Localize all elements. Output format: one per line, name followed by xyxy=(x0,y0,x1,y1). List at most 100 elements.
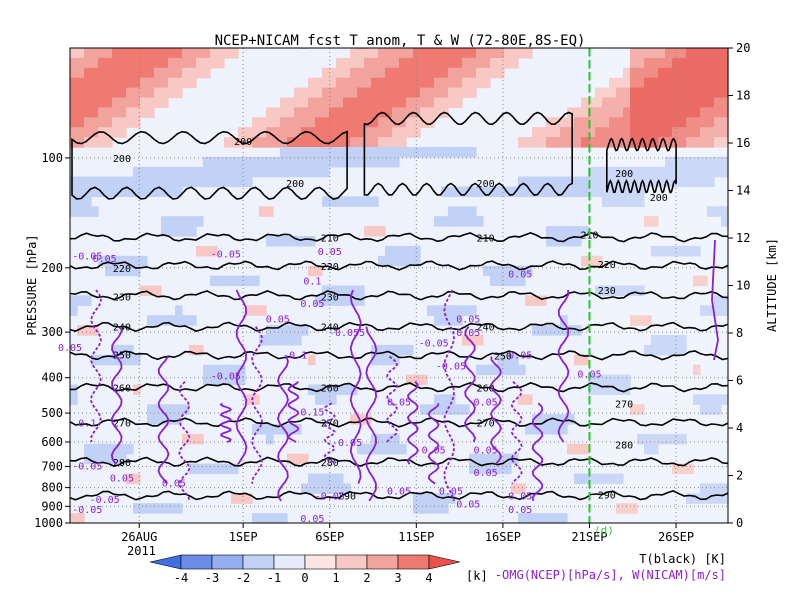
shading-cell xyxy=(672,245,680,257)
shading-cell xyxy=(350,87,358,99)
y2-tick-label: 18 xyxy=(736,89,750,103)
shading-cell xyxy=(455,315,463,326)
shading-cell xyxy=(700,394,708,405)
shading-cell xyxy=(623,196,631,207)
shading-cell xyxy=(609,166,617,178)
shading-cell xyxy=(77,107,85,118)
shading-cell xyxy=(147,176,155,188)
omega-contour-line xyxy=(490,356,502,465)
shading-cell xyxy=(448,97,456,108)
shading-cell xyxy=(154,285,162,296)
shading-cell xyxy=(721,305,729,316)
shading-cell xyxy=(469,453,477,465)
shading-cell xyxy=(392,57,400,69)
shading-cell xyxy=(301,325,309,336)
y-tick-label: 500 xyxy=(41,406,63,420)
shading-cell xyxy=(553,424,561,435)
shading-cell xyxy=(637,404,645,415)
shading-cell xyxy=(273,127,281,138)
shading-cell xyxy=(406,117,414,128)
shading-cell xyxy=(595,107,603,118)
shading-cell xyxy=(329,147,337,158)
shading-cell xyxy=(98,117,106,128)
shading-cell xyxy=(399,107,407,118)
shading-cell xyxy=(602,117,610,128)
omega-contour-line xyxy=(235,289,248,465)
y-tick-label: 200 xyxy=(41,261,63,275)
y2-tick-label: 4 xyxy=(736,421,743,435)
shading-cell xyxy=(700,57,708,69)
shading-cell xyxy=(700,48,708,59)
shading-cell xyxy=(441,503,449,514)
shading-cell xyxy=(315,384,323,395)
shading-cell xyxy=(511,483,519,494)
shading-cell xyxy=(511,275,519,287)
shading-cell xyxy=(189,48,197,59)
shading-cell xyxy=(399,57,407,69)
shading-cell xyxy=(560,424,568,435)
shading-cell xyxy=(525,513,533,524)
shading-cell xyxy=(182,226,190,237)
shading-cell xyxy=(602,97,610,108)
shading-cell xyxy=(707,206,715,217)
shading-cell xyxy=(98,107,106,118)
shading-cell xyxy=(686,57,694,69)
shading-cell xyxy=(707,483,715,494)
shading-cell xyxy=(665,344,673,356)
shading-cell xyxy=(238,364,246,376)
colorbar-cell xyxy=(397,554,430,570)
shading-cell xyxy=(231,463,239,475)
shading-cell xyxy=(623,127,631,138)
shading-cell xyxy=(84,107,92,118)
shading-cell xyxy=(658,97,666,108)
shading-cell xyxy=(406,255,414,267)
shading-cell xyxy=(665,127,673,138)
shading-cell xyxy=(679,335,687,346)
shading-cell xyxy=(714,305,722,316)
shading-cell xyxy=(336,295,344,306)
shading-cell xyxy=(371,156,379,168)
shading-cell xyxy=(77,67,85,79)
shading-cell xyxy=(707,166,715,178)
shading-cell xyxy=(287,127,295,138)
shading-cell xyxy=(196,216,204,227)
shading-cell xyxy=(119,48,127,59)
shading-cell xyxy=(392,107,400,118)
shading-cell xyxy=(700,77,708,89)
shading-cell xyxy=(448,493,456,504)
shading-cell xyxy=(357,67,365,79)
shading-cell xyxy=(574,176,582,188)
shading-cell xyxy=(462,216,470,227)
shading-cell xyxy=(399,48,407,59)
shading-cell xyxy=(420,117,428,128)
shading-cell xyxy=(147,503,155,514)
shading-cell xyxy=(105,453,113,465)
shading-cell xyxy=(189,176,197,188)
shading-cell xyxy=(427,77,435,89)
shading-cell xyxy=(441,97,449,108)
shading-cell xyxy=(203,245,211,257)
shading-cell xyxy=(280,147,288,158)
shading-cell xyxy=(616,87,624,99)
shading-cell xyxy=(721,206,729,217)
shading-cell xyxy=(77,513,85,524)
shading-cell xyxy=(294,156,302,168)
shading-cell xyxy=(420,97,428,108)
shading-cell xyxy=(679,137,687,148)
shading-cell xyxy=(357,127,365,138)
shading-cell xyxy=(364,226,372,237)
shading-cell xyxy=(714,107,722,118)
shading-cell xyxy=(707,394,715,405)
y-tick-label: 1000 xyxy=(34,516,63,530)
shading-cell xyxy=(126,255,134,267)
shading-cell xyxy=(420,107,428,118)
shading-cell xyxy=(644,87,652,99)
shading-cell xyxy=(721,483,729,494)
shading-cell xyxy=(378,97,386,108)
shading-cell xyxy=(224,137,232,148)
shading-cell xyxy=(602,87,610,99)
shading-cell xyxy=(427,404,435,415)
shading-cell xyxy=(91,127,99,138)
shading-cell xyxy=(329,473,337,484)
